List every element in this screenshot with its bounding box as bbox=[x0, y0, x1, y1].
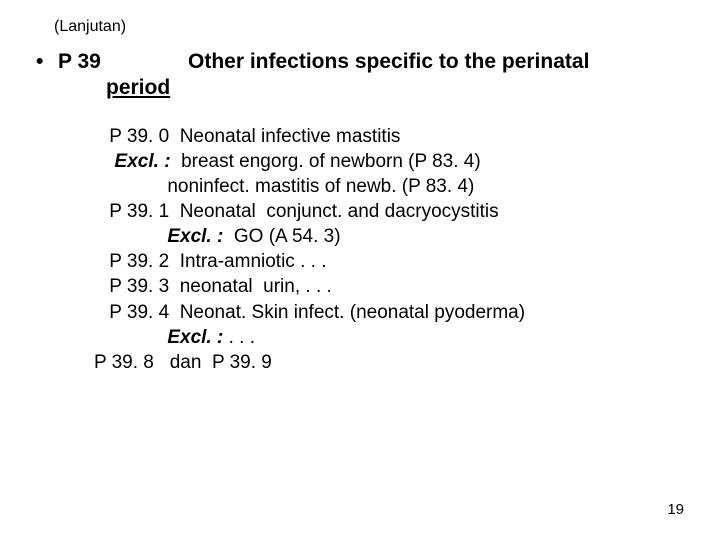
continuation-label: (Lanjutan) bbox=[54, 18, 684, 36]
body-content: P 39. 0 Neonatal infective mastitis Excl… bbox=[104, 124, 684, 375]
body-line: Excl. : breast engorg. of newborn (P 83.… bbox=[104, 149, 684, 174]
body-line: P 39. 0 Neonatal infective mastitis bbox=[104, 124, 684, 149]
bullet: • bbox=[36, 50, 58, 74]
body-line: Excl. : GO (A 54. 3) bbox=[104, 224, 684, 249]
body-line: P 39. 3 neonatal urin, . . . bbox=[104, 274, 684, 299]
heading-title-line1: Other infections specific to the perinat… bbox=[188, 50, 684, 74]
page-number: 19 bbox=[667, 501, 684, 518]
body-line: P 39. 8 dan P 39. 9 bbox=[94, 350, 684, 375]
heading-row: • P 39 Other infections specific to the … bbox=[36, 50, 684, 74]
slide: (Lanjutan) • P 39 Other infections speci… bbox=[0, 0, 720, 540]
body-line: P 39. 1 Neonatal conjunct. and dacryocys… bbox=[104, 199, 684, 224]
heading-code: P 39 bbox=[58, 50, 188, 74]
body-line: P 39. 2 Intra-amniotic . . . bbox=[104, 249, 684, 274]
heading-title-line2: period bbox=[106, 76, 684, 100]
body-line: Excl. : . . . bbox=[104, 325, 684, 350]
body-line: noninfect. mastitis of newb. (P 83. 4) bbox=[104, 174, 684, 199]
body-line: P 39. 4 Neonat. Skin infect. (neonatal p… bbox=[104, 300, 684, 325]
